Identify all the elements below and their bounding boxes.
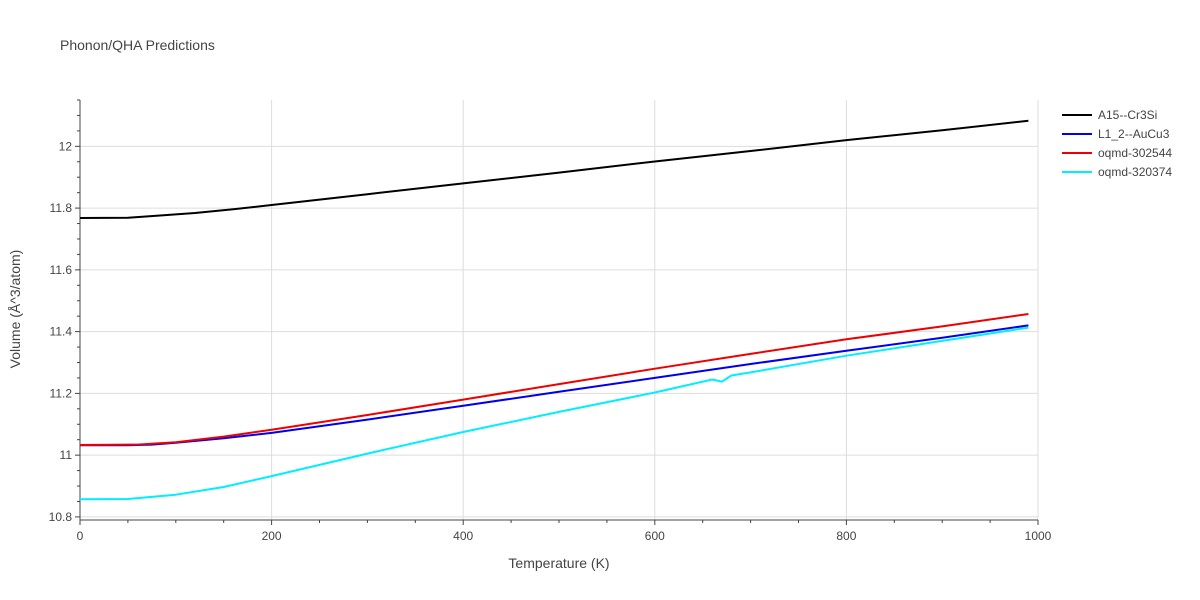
- x-tick-label: 600: [645, 529, 665, 543]
- axes: 0 200 400 600 800 1000 10.8 11 11.2 11.4 11.6 11.8 1…: [49, 99, 1052, 543]
- y-tick-label: 11.6: [50, 263, 73, 277]
- chart-title: Phonon/QHA Predictions: [60, 37, 215, 53]
- y-tick-label: 11.8: [50, 201, 73, 215]
- series-line-3[interactable]: [79, 326, 1029, 501]
- x-tick-label: 0: [77, 529, 84, 543]
- x-tick-label: 400: [453, 529, 473, 543]
- series-line-2[interactable]: [79, 313, 1029, 446]
- legend-item[interactable]: A15--Cr3Si: [1062, 108, 1157, 122]
- legend-item[interactable]: oqmd-302544: [1062, 146, 1172, 160]
- legend-item[interactable]: oqmd-320374: [1062, 165, 1172, 179]
- y-tick-label: 11.2: [50, 386, 73, 400]
- y-tick-label: 10.8: [49, 510, 73, 524]
- y-tick-label: 11.4: [50, 325, 73, 339]
- x-axis-title: Temperature (K): [508, 555, 609, 571]
- series-line-0[interactable]: [79, 119, 1029, 219]
- x-tick-label: 200: [262, 529, 282, 543]
- y-axis-title: Volume (Å^3/atom): [7, 250, 23, 369]
- x-tick-label: 1000: [1025, 529, 1052, 543]
- legend-item[interactable]: L1_2--AuCu3: [1062, 127, 1170, 141]
- grid-lines: [80, 100, 1039, 520]
- legend-label: oqmd-320374: [1098, 165, 1172, 179]
- x-tick-label: 800: [836, 529, 856, 543]
- y-tick-label: 12: [59, 139, 73, 153]
- y-tick-label: 11: [60, 448, 73, 462]
- legend[interactable]: A15--Cr3Si L1_2--AuCu3 oqmd-302544 oqmd-320…: [1062, 108, 1172, 179]
- legend-label: A15--Cr3Si: [1098, 108, 1157, 122]
- legend-label: oqmd-302544: [1098, 146, 1172, 160]
- series-lines: [79, 119, 1029, 501]
- legend-label: L1_2--AuCu3: [1098, 127, 1170, 141]
